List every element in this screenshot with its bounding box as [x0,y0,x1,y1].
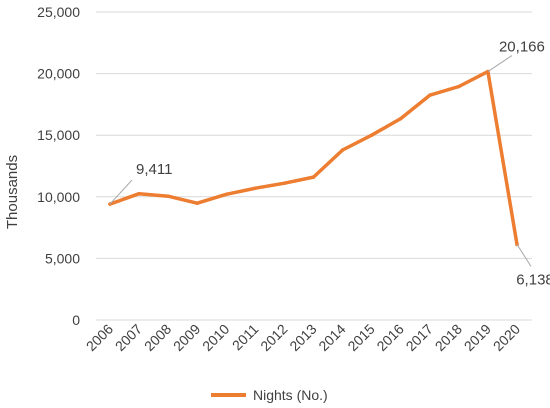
data-point [195,201,199,205]
data-label-leader [487,55,513,72]
data-point [457,84,461,89]
x-tick-label: 2018 [432,321,465,354]
x-tick-label: 2019 [461,321,494,354]
x-tick-label: 2010 [199,321,232,354]
data-point [311,175,316,179]
x-tick-label: 2017 [403,321,436,354]
data-point [137,191,141,196]
x-tick-label: 2012 [257,321,290,354]
x-tick-label: 2016 [373,321,406,354]
data-label-leader [109,179,133,205]
x-tick-label: 2006 [83,321,116,354]
x-tick-label: 2015 [344,321,377,354]
data-label: 20,166 [499,39,545,56]
x-tick-label: 2008 [141,321,174,354]
data-label-leader [516,244,532,267]
y-tick-label: 15,000 [37,127,80,143]
x-tick-label: 2007 [112,321,145,354]
data-point [224,192,229,197]
data-point [428,93,432,97]
x-tick-label: 2020 [490,321,523,354]
x-axis-ticks: 2006200720082009201020112012201320142015… [83,321,523,354]
x-tick-label: 2009 [170,321,203,354]
legend-label: Nights (No.) [253,387,328,403]
data-point [282,181,287,185]
y-tick-label: 10,000 [37,189,80,205]
x-tick-label: 2011 [229,321,262,354]
y-tick-label: 5,000 [45,250,80,266]
legend[interactable]: Nights (No.) [211,387,328,403]
y-tick-label: 20,000 [37,66,80,82]
data-label: 6,138 [516,271,550,288]
data-point [166,194,170,198]
data-point [253,186,258,190]
data-point [340,148,345,152]
y-axis-title: Thousands [4,155,21,229]
data-label: 9,411 [136,161,172,178]
data-point [398,116,403,121]
data-labels: 9,411 20,166 6,138 [109,39,550,288]
y-tick-label: 0 [72,312,80,328]
y-axis-ticks: 0 5,000 10,000 15,000 20,000 25,000 [37,4,80,328]
x-tick-label: 2014 [315,321,348,354]
x-tick-label: 2013 [286,321,319,354]
y-tick-label: 25,000 [37,4,80,20]
data-point [369,133,374,137]
series-layer [108,69,519,247]
series-line [108,69,519,247]
